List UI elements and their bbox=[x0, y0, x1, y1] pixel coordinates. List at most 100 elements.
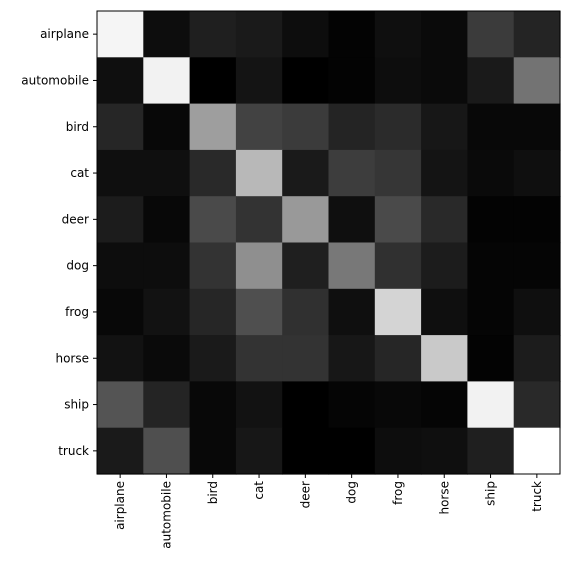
heatmap-cell-truck-automobile bbox=[143, 427, 191, 475]
heatmap-cell-automobile-frog bbox=[374, 57, 422, 105]
heatmap-cell-deer-bird bbox=[189, 196, 237, 244]
heatmap-cell-frog-dog bbox=[328, 288, 376, 336]
x-tick-label: bird bbox=[206, 481, 220, 504]
heatmap-cell-truck-cat bbox=[235, 427, 283, 475]
heatmap-cell-automobile-automobile bbox=[143, 57, 191, 105]
heatmap-cell-truck-truck bbox=[513, 427, 561, 475]
heatmap-cell-horse-frog bbox=[374, 335, 422, 382]
heatmap-cell-cat-automobile bbox=[143, 149, 191, 197]
heatmap-cell-bird-cat bbox=[235, 103, 283, 151]
y-tick-label: frog bbox=[65, 305, 89, 319]
heatmap-cell-bird-deer bbox=[282, 103, 330, 151]
heatmap-cell-automobile-cat bbox=[235, 57, 283, 105]
y-tick-label: cat bbox=[70, 166, 89, 180]
y-tick-label: deer bbox=[62, 212, 89, 226]
heatmap-cell-cat-cat bbox=[235, 149, 283, 197]
heatmap-cell-horse-truck bbox=[513, 335, 561, 382]
x-tick-label: automobile bbox=[159, 481, 173, 549]
heatmap-cell-ship-truck bbox=[513, 381, 561, 429]
x-tick-label: frog bbox=[391, 481, 405, 505]
heatmap-cell-ship-automobile bbox=[143, 381, 191, 429]
heatmap-cell-horse-deer bbox=[282, 335, 330, 382]
heatmap-cell-automobile-horse bbox=[421, 57, 468, 105]
x-tick-label: ship bbox=[484, 481, 498, 506]
heatmap-cell-bird-ship bbox=[467, 103, 515, 151]
heatmap-cell-deer-frog bbox=[374, 196, 422, 244]
heatmap-cell-airplane-airplane bbox=[97, 11, 144, 58]
heatmap-cell-truck-ship bbox=[467, 427, 515, 475]
x-tick-label: horse bbox=[437, 481, 451, 515]
heatmap-cell-automobile-deer bbox=[282, 57, 330, 105]
heatmap-cell-automobile-truck bbox=[513, 57, 561, 105]
heatmap-cell-truck-bird bbox=[189, 427, 237, 475]
heatmap-cell-dog-truck bbox=[513, 242, 561, 290]
heatmap-cell-horse-automobile bbox=[143, 335, 191, 382]
heatmap-cell-automobile-dog bbox=[328, 57, 376, 105]
heatmap-cell-truck-frog bbox=[374, 427, 422, 475]
heatmap-cell-dog-deer bbox=[282, 242, 330, 290]
heatmap-cell-airplane-truck bbox=[513, 11, 561, 58]
heatmap-cell-deer-airplane bbox=[97, 196, 144, 244]
heatmap-cell-airplane-horse bbox=[421, 11, 468, 58]
y-tick-label: horse bbox=[55, 351, 89, 365]
heatmap-cell-bird-dog bbox=[328, 103, 376, 151]
heatmap-cell-bird-automobile bbox=[143, 103, 191, 151]
heatmap-cell-dog-ship bbox=[467, 242, 515, 290]
heatmap-cell-frog-cat bbox=[235, 288, 283, 336]
heatmap-cell-horse-airplane bbox=[97, 335, 144, 382]
x-axis: airplane automobile bird cat deer dog frog hors… bbox=[113, 474, 544, 549]
heatmap-cell-cat-dog bbox=[328, 149, 376, 197]
heatmap-cell-deer-truck bbox=[513, 196, 561, 244]
heatmap-cell-airplane-dog bbox=[328, 11, 376, 58]
heatmap-cell-airplane-deer bbox=[282, 11, 330, 58]
heatmap-cell-automobile-ship bbox=[467, 57, 515, 105]
heatmap-cell-deer-horse bbox=[421, 196, 468, 244]
y-tick-label: airplane bbox=[40, 27, 89, 41]
heatmap-cell-frog-truck bbox=[513, 288, 561, 336]
heatmap-cell-ship-horse bbox=[421, 381, 468, 429]
heatmap-cell-cat-truck bbox=[513, 149, 561, 197]
y-tick-label: truck bbox=[58, 444, 89, 458]
heatmap-cell-airplane-bird bbox=[189, 11, 237, 58]
plot-frame bbox=[96, 10, 561, 475]
heatmap-cell-truck-airplane bbox=[97, 427, 144, 475]
heatmap-cell-bird-bird bbox=[189, 103, 237, 151]
heatmap-cell-ship-deer bbox=[282, 381, 330, 429]
heatmap-cell-frog-airplane bbox=[97, 288, 144, 336]
heatmap-cell-ship-airplane bbox=[97, 381, 144, 429]
heatmap-cell-dog-automobile bbox=[143, 242, 191, 290]
heatmap-cell-bird-horse bbox=[421, 103, 468, 151]
heatmap-cell-horse-cat bbox=[235, 335, 283, 382]
heatmap-cell-deer-dog bbox=[328, 196, 376, 244]
heatmap-cell-horse-horse bbox=[421, 335, 468, 382]
y-tick-label: automobile bbox=[21, 73, 89, 87]
heatmap-cell-automobile-bird bbox=[189, 57, 237, 105]
y-axis: airplane automobile bird cat deer dog frog hors… bbox=[21, 27, 97, 458]
x-tick-label: truck bbox=[530, 481, 544, 512]
heatmap-cell-bird-airplane bbox=[97, 103, 144, 151]
heatmap-cell-horse-bird bbox=[189, 335, 237, 382]
heatmap-cell-truck-horse bbox=[421, 427, 468, 475]
x-tick-label: dog bbox=[345, 481, 359, 504]
heatmap-cell-dog-airplane bbox=[97, 242, 144, 290]
heatmap-cell-dog-horse bbox=[421, 242, 468, 290]
heatmap-cell-automobile-airplane bbox=[97, 57, 144, 105]
heatmap-cell-dog-cat bbox=[235, 242, 283, 290]
heatmap-cell-ship-ship bbox=[467, 381, 515, 429]
heatmap-cell-cat-horse bbox=[421, 149, 468, 197]
heatmap-cell-frog-frog bbox=[374, 288, 422, 336]
heatmap-cell-frog-bird bbox=[189, 288, 237, 336]
heatmap-cells bbox=[97, 11, 561, 475]
heatmap-cell-cat-frog bbox=[374, 149, 422, 197]
heatmap-cell-frog-deer bbox=[282, 288, 330, 336]
heatmap-cell-frog-automobile bbox=[143, 288, 191, 336]
heatmap-cell-horse-dog bbox=[328, 335, 376, 382]
heatmap-cell-frog-ship bbox=[467, 288, 515, 336]
y-tick-label: bird bbox=[66, 120, 89, 134]
heatmap-cell-ship-dog bbox=[328, 381, 376, 429]
heatmap-cell-deer-ship bbox=[467, 196, 515, 244]
y-tick-label: dog bbox=[66, 259, 89, 273]
y-tick-label: ship bbox=[64, 398, 89, 412]
heatmap-cell-airplane-automobile bbox=[143, 11, 191, 58]
